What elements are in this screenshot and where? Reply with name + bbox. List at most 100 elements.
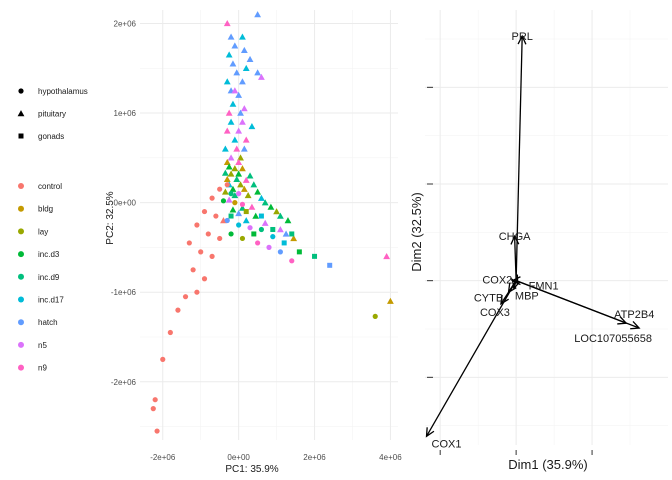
scatter-point: [190, 267, 196, 273]
scatter-point: [242, 136, 250, 143]
biplot-arrow: [425, 280, 517, 437]
scatter-point: [201, 208, 208, 215]
scatter-point: [205, 231, 211, 237]
scatter-point: [221, 145, 229, 152]
scatter-point: [261, 219, 269, 226]
legend-color-label: n5: [38, 341, 47, 350]
scatter-point: [282, 230, 290, 237]
scatter-point: [312, 253, 318, 259]
scatter-point: [281, 240, 287, 246]
scatter-point: [289, 258, 295, 264]
biplot-vector-label: COX3: [480, 307, 510, 319]
biplot-arrowhead: [517, 34, 527, 45]
scatter-point: [233, 145, 241, 152]
scatter-point: [154, 428, 160, 434]
scatter-point: [258, 73, 265, 80]
scatter-y-tick-label: 2e+06: [114, 19, 137, 28]
scatter-x-tick-label: -2e+06: [150, 453, 176, 462]
scatter-point: [224, 217, 230, 224]
scatter-point: [233, 69, 241, 76]
scatter-point: [223, 78, 231, 85]
scatter-point: [233, 175, 241, 183]
legend-shape-label: hypothalamus: [38, 87, 88, 96]
scatter-point: [209, 253, 215, 259]
biplot-vector-label: COX2: [482, 275, 512, 287]
scatter-point: [247, 225, 253, 231]
scatter-point: [201, 276, 208, 282]
scatter-point: [261, 199, 269, 206]
scatter-point: [254, 188, 262, 195]
scatter-x-axis-label: PC1: 35.9%: [225, 464, 278, 475]
scatter-point: [270, 234, 276, 240]
biplot-arrowhead: [425, 427, 435, 438]
scatter-x-ticks: -2e+06 0e+00 2e+06 4e+06: [150, 453, 402, 462]
scatter-point: [240, 185, 248, 192]
legend-color-key: [18, 228, 24, 235]
scatter-point: [243, 209, 249, 215]
biplot-vector-label: CYTB: [474, 292, 503, 304]
scatter-point: [254, 11, 262, 18]
scatter-point: [235, 127, 243, 134]
scatter-point: [255, 240, 261, 246]
scatter-point: [225, 196, 233, 203]
biplot-arrowhead: [511, 279, 521, 290]
scatter-point: [290, 235, 298, 242]
legend-color-label: control: [38, 182, 62, 191]
scatter-point: [276, 226, 284, 233]
scatter-point: [232, 200, 238, 206]
scatter-point: [186, 240, 192, 246]
legend: hypothalamus pituitary gonads control bldg l…: [17, 87, 88, 373]
shape-legend: hypothalamus pituitary gonads: [17, 87, 88, 141]
legend-circle-key: [18, 88, 24, 94]
scatter-point: [277, 249, 283, 255]
scatter-point: [239, 78, 246, 85]
scatter-point: [231, 192, 239, 199]
scatter-point: [223, 158, 231, 166]
scatter-point: [383, 252, 391, 260]
scatter-point: [242, 217, 250, 224]
scatter-point: [372, 313, 378, 319]
scatter-point: [194, 289, 200, 295]
biplot-vector-label: FMN1: [529, 281, 559, 293]
scatter-point: [198, 249, 204, 255]
scatter-point: [239, 235, 246, 242]
scatter-point: [175, 307, 181, 313]
legend-color-key: [18, 364, 24, 371]
scatter-point: [266, 244, 272, 250]
scatter-point: [240, 105, 248, 112]
pca-scatter-panel: -2e+06 0e+00 2e+06 4e+06 -2e+06 -1e+06 0e+00 1…: [105, 10, 402, 475]
scatter-point: [240, 145, 248, 152]
scatter-point: [239, 165, 246, 172]
scatter-point: [223, 175, 231, 183]
scatter-point: [237, 109, 244, 116]
legend-color-label: bldg: [38, 205, 53, 214]
biplot-arrow: [513, 236, 517, 281]
scatter-point: [231, 87, 239, 94]
legend-color-label: hatch: [38, 318, 58, 327]
scatter-point: [289, 231, 295, 237]
biplot-arrowhead: [630, 321, 641, 330]
scatter-point: [231, 136, 239, 143]
scatter-point: [237, 154, 244, 161]
scatter-point: [182, 294, 189, 300]
scatter-point: [228, 191, 234, 197]
scatter-point: [221, 188, 229, 195]
scatter-point: [236, 222, 242, 228]
legend-color-key: [18, 205, 24, 212]
scatter-point: [267, 203, 275, 210]
scatter-point: [235, 209, 243, 217]
biplot-labels: PRL CHGA COX2 FMN1 CYTB MBP COX3 ATP2B4 LOC10705…: [432, 31, 655, 450]
scatter-x-tick-label: 4e+06: [379, 453, 402, 462]
color-legend: control bldg lay inc.d3 inc.d9 inc.d17 hatch n5…: [18, 182, 64, 373]
scatter-point: [231, 42, 239, 49]
scatter-point: [228, 231, 234, 237]
scatter-point: [220, 198, 227, 204]
legend-square-key: [18, 133, 24, 139]
scatter-point: [229, 185, 237, 192]
scatter-point: [239, 118, 246, 125]
legend-color-label: n9: [38, 364, 47, 373]
scatter-point: [217, 235, 223, 242]
scatter-point: [242, 64, 250, 71]
scatter-point: [235, 158, 243, 166]
